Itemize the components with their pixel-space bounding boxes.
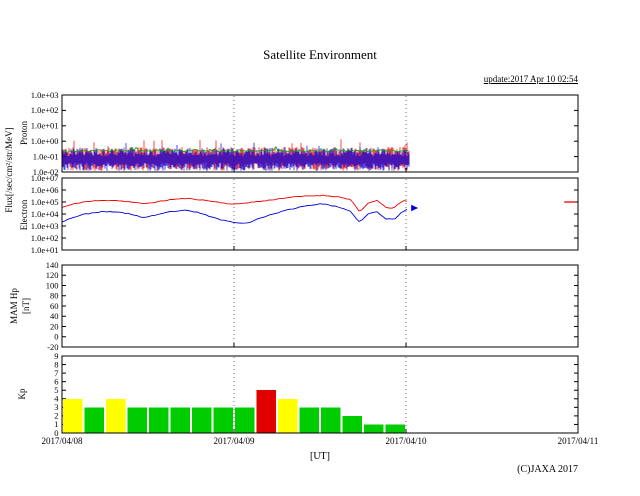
kp-y-tick-label: 9 bbox=[54, 351, 58, 361]
kp-bar bbox=[192, 407, 212, 433]
proton-y-tick-label: 1.0e+03 bbox=[31, 90, 59, 100]
mam-y-tick-label: 40 bbox=[50, 311, 59, 321]
kp-bar bbox=[342, 415, 362, 433]
flux-axis-label: Flux[/sec/cm²/str/MeV] bbox=[4, 127, 14, 213]
kp-y-tick-label: 1 bbox=[54, 419, 58, 429]
electron-y-tick-label: 1.0e+07 bbox=[31, 173, 59, 183]
mam-y-tick-label: -20 bbox=[47, 342, 58, 352]
kp-bar bbox=[149, 407, 169, 433]
mam-y-tick-label: 0 bbox=[54, 332, 58, 342]
mam-panel-frame bbox=[61, 264, 579, 348]
kp-bar bbox=[235, 407, 255, 433]
x-tick-label-0408: 2017/04/08 bbox=[41, 436, 83, 446]
electron-latest-arrow-marker bbox=[411, 204, 419, 212]
kp-bar bbox=[63, 398, 83, 433]
proton-panel-frame bbox=[61, 94, 579, 173]
x-axis-unit-label: [UT] bbox=[310, 451, 330, 462]
kp-panel-frame bbox=[61, 355, 579, 434]
proton-y-tick-label: 1.0e+01 bbox=[31, 121, 59, 131]
mam-y-tick-label: 120 bbox=[46, 270, 59, 280]
mam-y-tick-label: 60 bbox=[50, 301, 59, 311]
kp-bar bbox=[364, 424, 384, 433]
kp-bar bbox=[321, 407, 341, 433]
proton-green-trace bbox=[61, 145, 409, 153]
kp-bar bbox=[84, 407, 104, 433]
proton-axis-label: Proton bbox=[19, 121, 29, 146]
electron-y-tick-label: 1.0e+02 bbox=[31, 233, 59, 243]
kp-y-tick-label: 0 bbox=[54, 428, 58, 438]
proton-y-tick-label: 1.0e+00 bbox=[31, 136, 59, 146]
kp-y-tick-label: 7 bbox=[54, 368, 58, 378]
kp-bar bbox=[299, 407, 319, 433]
mam-axis-label-line1: MAM Hp bbox=[9, 288, 19, 324]
mam-axis-label-line2: [nT] bbox=[21, 298, 31, 314]
page-title: Satellite Environment bbox=[263, 47, 377, 62]
kp-y-tick-label: 5 bbox=[54, 385, 58, 395]
electron-panel-frame bbox=[61, 177, 579, 251]
kp-axis-label: Kp bbox=[17, 388, 27, 400]
kp-bar bbox=[256, 390, 276, 433]
kp-y-tick-label: 8 bbox=[54, 359, 58, 369]
mam-axis-label: MAM Hp [nT] bbox=[8, 276, 32, 336]
kp-bar bbox=[385, 424, 405, 433]
copyright-notice: (C)JAXA 2017 bbox=[517, 464, 578, 475]
electron-blue-trace bbox=[61, 203, 408, 224]
mam-y-tick-label: 20 bbox=[50, 321, 59, 331]
electron-y-tick-label: 1.0e+01 bbox=[31, 245, 59, 255]
mam-y-tick-label: 140 bbox=[46, 260, 59, 270]
kp-y-tick-label: 4 bbox=[54, 394, 59, 404]
proton-y-tick-label: 1.0e+02 bbox=[31, 105, 59, 115]
x-tick-label-0409: 2017/04/09 bbox=[213, 436, 255, 446]
kp-bar bbox=[106, 398, 126, 433]
kp-bar bbox=[278, 398, 298, 433]
x-tick-label-0410: 2017/04/10 bbox=[385, 436, 427, 446]
mam-y-tick-label: 100 bbox=[46, 280, 59, 290]
proton-y-tick-label: 1.0e-02 bbox=[33, 167, 59, 177]
kp-y-tick-label: 3 bbox=[54, 402, 58, 412]
kp-y-tick-label: 2 bbox=[54, 411, 58, 421]
electron-axis-label: Electron bbox=[19, 199, 29, 231]
update-timestamp: update:2017 Apr 10 02:54 bbox=[483, 74, 578, 84]
mam-y-tick-label: 80 bbox=[50, 291, 59, 301]
electron-red-trace bbox=[61, 194, 408, 212]
kp-bar bbox=[213, 407, 233, 433]
electron-y-tick-label: 1.0e+04 bbox=[31, 209, 59, 219]
electron-y-tick-label: 1.0e+06 bbox=[31, 185, 59, 195]
electron-y-tick-label: 1.0e+05 bbox=[31, 197, 59, 207]
kp-y-tick-label: 6 bbox=[54, 376, 58, 386]
kp-bar bbox=[127, 407, 147, 433]
proton-y-tick-label: 1.0e-01 bbox=[33, 151, 59, 161]
electron-y-tick-label: 1.0e+03 bbox=[31, 221, 59, 231]
kp-bar bbox=[170, 407, 190, 433]
x-tick-label-0411: 2017/04/11 bbox=[557, 436, 599, 446]
